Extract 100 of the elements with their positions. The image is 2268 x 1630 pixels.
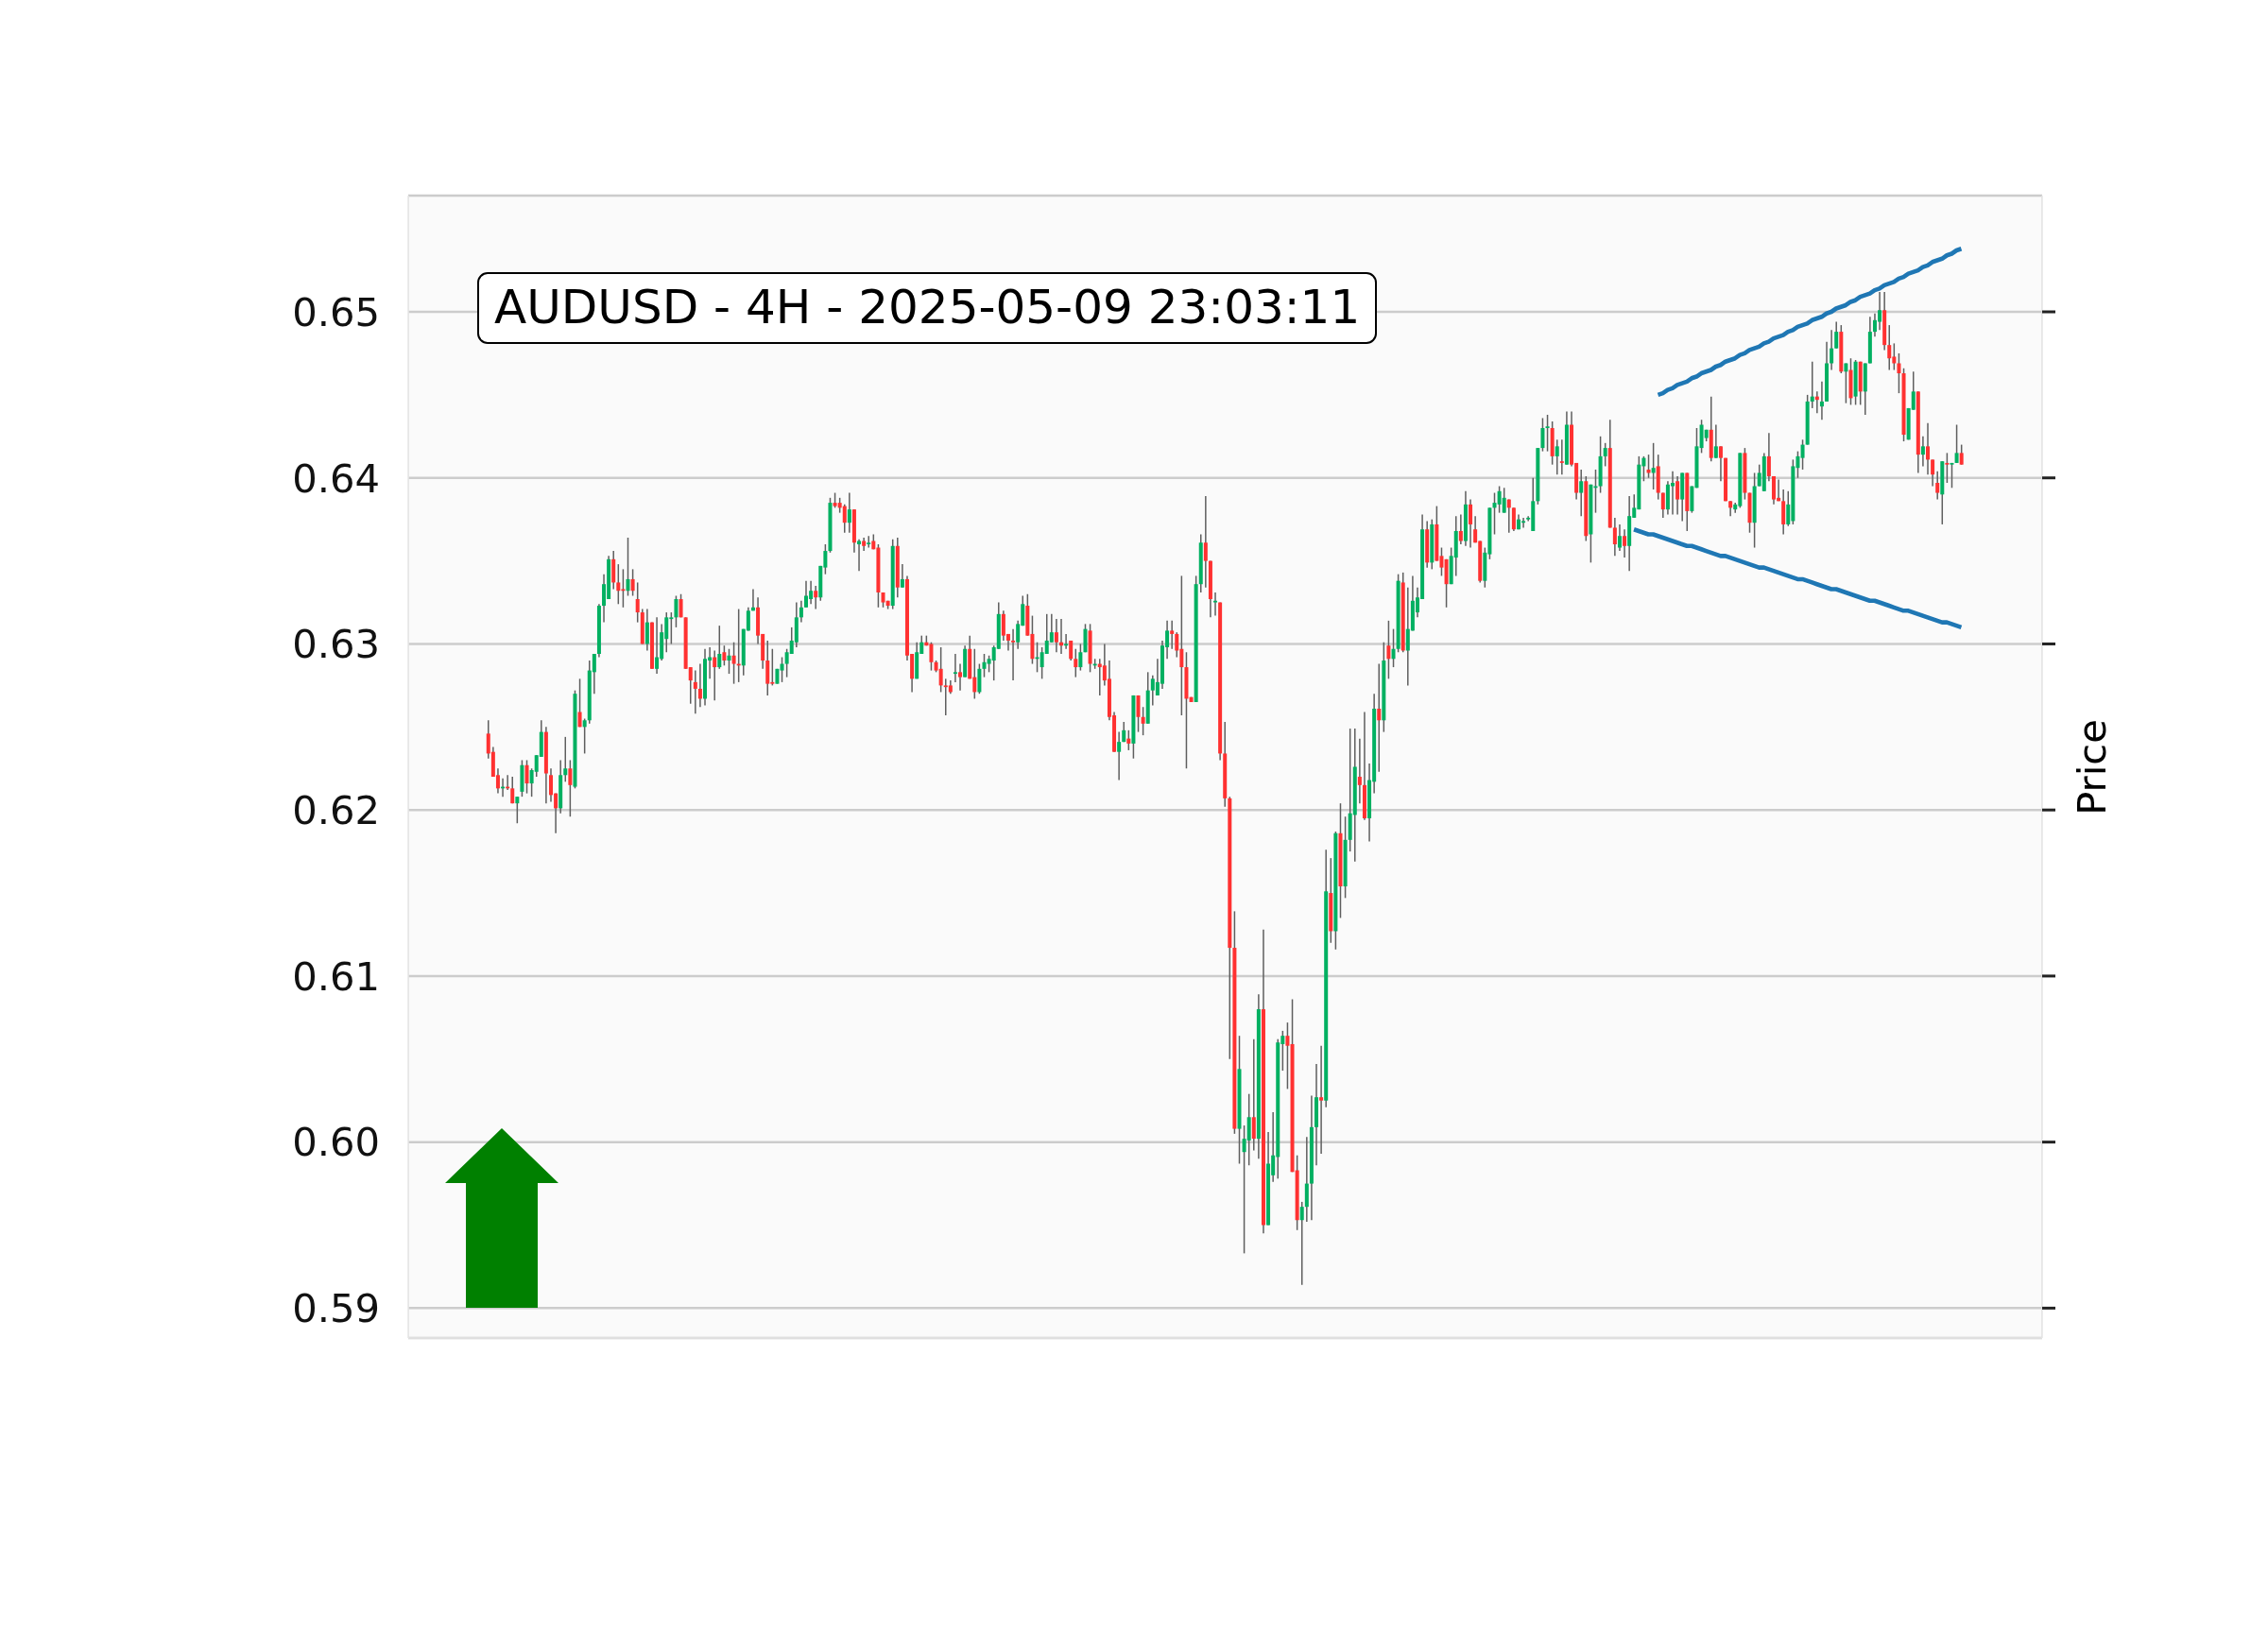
- candlestick: [1718, 445, 1723, 482]
- y-tick-label: 0.59: [292, 1285, 380, 1332]
- candlestick: [1251, 1038, 1256, 1152]
- candlestick: [1011, 627, 1016, 681]
- y-tick-label: 0.62: [292, 786, 380, 833]
- candlestick: [900, 563, 904, 589]
- candlestick: [1954, 423, 1959, 464]
- candlestick: [1945, 452, 1950, 484]
- candlestick: [1844, 362, 1848, 404]
- candlestick: [842, 504, 847, 534]
- candlestick: [727, 647, 731, 675]
- candlestick: [1766, 432, 1771, 482]
- y-axis-title: Price: [2068, 718, 2115, 815]
- candlestick: [1074, 647, 1078, 678]
- candlestick: [1897, 352, 1901, 394]
- candlestick: [1651, 442, 1656, 490]
- candlestick: [1203, 495, 1208, 589]
- candlestick: [1469, 498, 1473, 549]
- candlestick: [1458, 513, 1463, 545]
- candlestick: [1830, 329, 1834, 371]
- candlestick: [1299, 1201, 1304, 1286]
- candlestick: [1887, 324, 1892, 371]
- candlestick: [1506, 498, 1511, 534]
- candlestick: [1078, 643, 1083, 672]
- candlestick: [1126, 729, 1131, 751]
- candlestick: [563, 736, 568, 783]
- candlestick: [616, 563, 621, 606]
- candlestick: [1935, 470, 1940, 501]
- candlestick: [674, 594, 679, 628]
- candlestick: [1502, 487, 1506, 514]
- candlestick: [938, 646, 943, 694]
- candlestick: [626, 537, 630, 597]
- candlestick: [867, 535, 871, 549]
- text: AUDUSD - 4H - 2025-05-09 23:03:11: [477, 272, 1378, 344]
- y-tick-label: 0.65: [292, 288, 380, 335]
- candlestick: [524, 759, 529, 795]
- candlestick: [1511, 506, 1516, 532]
- candlestick: [1612, 517, 1617, 558]
- candlestick: [1834, 320, 1839, 350]
- candlestick: [1559, 438, 1564, 475]
- candlestick: [722, 644, 727, 667]
- candlestick: [679, 592, 683, 619]
- candlestick: [847, 491, 851, 534]
- y-tick-label: 0.61: [292, 952, 380, 1000]
- line-series: [1631, 526, 1964, 630]
- candlestick: [1959, 443, 1964, 466]
- candlestick: [1170, 620, 1175, 650]
- candlestick: [1545, 414, 1550, 453]
- y-tick-label: 0.60: [292, 1119, 380, 1166]
- candlestick: [1713, 423, 1718, 459]
- candlestick: [1920, 436, 1925, 468]
- candlestick: [1117, 730, 1122, 781]
- y-tick-label: 0.63: [292, 621, 380, 668]
- candlestick: [982, 653, 987, 678]
- candlestick: [644, 608, 649, 652]
- candlestick: [635, 581, 640, 624]
- candlestick: [1819, 381, 1824, 420]
- candlestick: [731, 641, 736, 685]
- candlestick: [713, 649, 717, 701]
- candlestick: [1064, 633, 1069, 650]
- candlestick: [953, 653, 957, 683]
- y-tick-label: 0.64: [292, 455, 380, 502]
- candlestick: [1357, 737, 1362, 804]
- candlestick: [515, 796, 520, 824]
- candlestick: [780, 656, 784, 683]
- candlestick: [1603, 442, 1607, 468]
- candlestick: [1136, 695, 1141, 733]
- candlestick: [568, 759, 573, 817]
- candlestick: [1540, 417, 1545, 453]
- candlestick: [1675, 475, 1680, 516]
- candlestick: [693, 669, 697, 715]
- candlestick: [1319, 1044, 1324, 1155]
- candlestick: [1931, 458, 1935, 488]
- candlestick: [510, 776, 515, 804]
- candlestick: [958, 662, 963, 692]
- candlestick: [799, 600, 803, 624]
- candlestick: [1054, 618, 1058, 653]
- line-series: [1656, 246, 1964, 398]
- candlestick: [1555, 438, 1559, 475]
- candlestick: [655, 616, 660, 675]
- candlestick: [1810, 360, 1814, 409]
- candlestick: [1926, 422, 1931, 475]
- candlestick: [582, 717, 587, 755]
- candlestick: [1617, 523, 1622, 552]
- candlestick: [1377, 662, 1382, 773]
- candlestick: [697, 662, 702, 708]
- candlestick: [1391, 627, 1396, 668]
- candlestick: [1213, 592, 1218, 617]
- candlestick: [1660, 491, 1665, 519]
- candlestick: [814, 585, 818, 610]
- candlestick: [1386, 620, 1391, 680]
- candlestick: [717, 625, 722, 670]
- candlestick: [1141, 706, 1145, 736]
- candlestick: [1285, 1021, 1290, 1090]
- candlestick: [577, 678, 582, 729]
- candlestick: [1950, 462, 1954, 489]
- candlestick: [1800, 438, 1805, 471]
- candlestick: [630, 568, 635, 597]
- candlestick: [1623, 528, 1627, 558]
- candlestick: [1579, 469, 1584, 517]
